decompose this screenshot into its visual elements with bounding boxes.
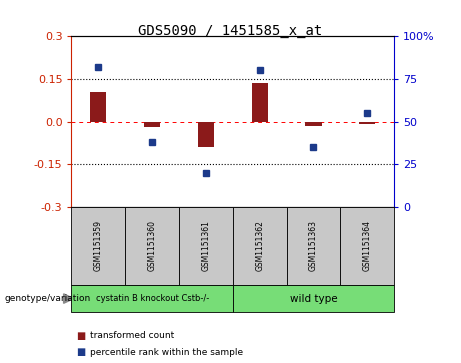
Bar	[305, 122, 321, 126]
Text: GSM1151360: GSM1151360	[148, 220, 157, 272]
Bar	[90, 92, 106, 122]
Text: genotype/variation: genotype/variation	[5, 294, 91, 303]
Text: GSM1151361: GSM1151361	[201, 220, 210, 272]
Polygon shape	[64, 294, 74, 303]
Text: GSM1151363: GSM1151363	[309, 220, 318, 272]
Text: GDS5090 / 1451585_x_at: GDS5090 / 1451585_x_at	[138, 24, 323, 38]
Text: GSM1151362: GSM1151362	[255, 220, 264, 272]
Text: GSM1151359: GSM1151359	[94, 220, 103, 272]
Text: ■: ■	[76, 347, 85, 357]
Bar	[359, 122, 375, 125]
Bar	[252, 83, 268, 122]
Text: GSM1151364: GSM1151364	[363, 220, 372, 272]
Text: transformed count: transformed count	[90, 331, 174, 340]
Text: wild type: wild type	[290, 294, 337, 303]
Text: percentile rank within the sample: percentile rank within the sample	[90, 348, 243, 356]
Text: ■: ■	[76, 331, 85, 341]
Text: cystatin B knockout Cstb-/-: cystatin B knockout Cstb-/-	[95, 294, 209, 303]
Bar	[144, 122, 160, 127]
Bar	[198, 122, 214, 147]
